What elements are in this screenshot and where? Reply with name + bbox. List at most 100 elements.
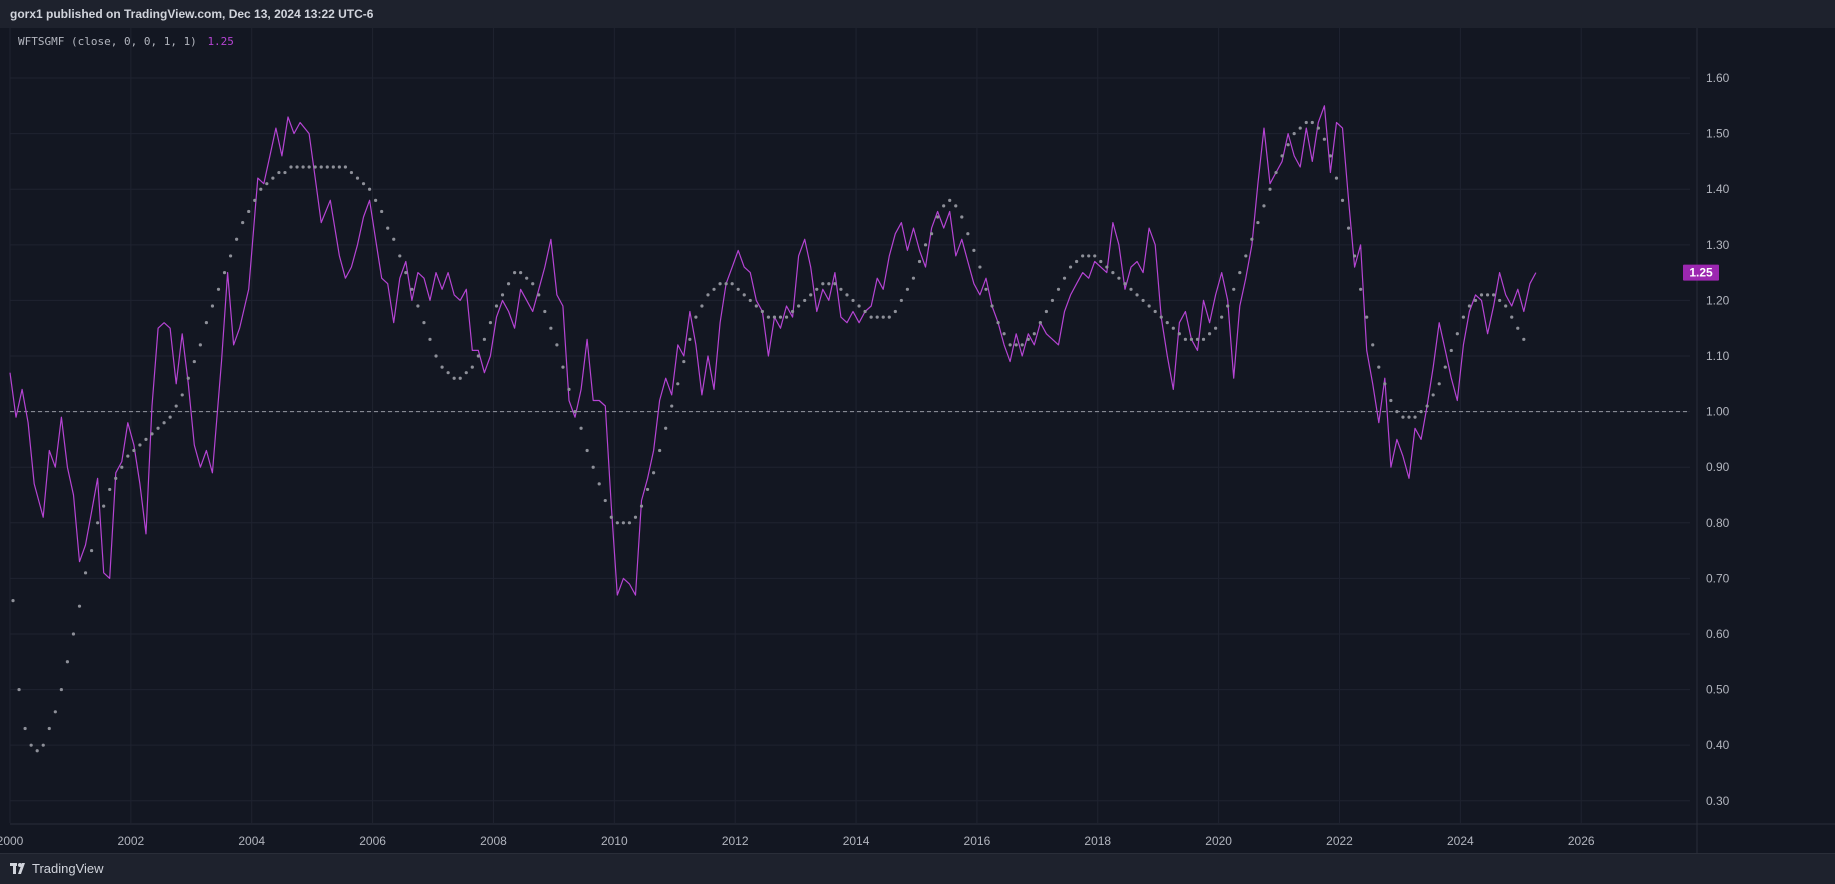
series-dot (736, 287, 740, 291)
series-dot (525, 276, 529, 280)
series-dot (893, 309, 897, 314)
series-dot (307, 165, 311, 169)
series-dot (863, 309, 867, 314)
y-tick-label: 1.00 (1706, 405, 1730, 419)
series-dot (1268, 187, 1272, 191)
series-dot (410, 287, 414, 291)
series-dot (386, 226, 390, 230)
tradingview-logo[interactable]: TradingView (10, 861, 104, 876)
legend-indicator-name: WFTSGMF (close, 0, 0, 1, 1) (18, 35, 197, 48)
series-dot (1473, 298, 1478, 303)
series-dot (1371, 343, 1375, 347)
series-dot (440, 365, 444, 369)
series-dot (422, 321, 426, 325)
series-dot (972, 248, 976, 252)
series-dot (277, 170, 281, 175)
series-dot (1062, 276, 1067, 280)
series-dot (917, 259, 922, 264)
series-dot (1038, 321, 1042, 325)
series-dot (241, 220, 245, 225)
series-dot (1226, 304, 1230, 308)
series-dot (519, 271, 523, 275)
tradingview-logo-icon (10, 863, 25, 874)
series-dot (83, 571, 88, 575)
series-dot (283, 170, 287, 175)
series-dot (718, 282, 722, 286)
series-dot (682, 359, 686, 364)
y-tick-label: 0.60 (1706, 627, 1730, 641)
series-dot (833, 282, 837, 286)
series-dot (500, 293, 505, 297)
series-dot (1153, 309, 1157, 314)
series-dot (591, 465, 595, 469)
series-dot (35, 749, 39, 753)
indicator-legend[interactable]: WFTSGMF (close, 0, 0, 1, 1) 1.25 (18, 35, 234, 48)
series-dot (29, 743, 33, 747)
series-dot (1026, 337, 1030, 341)
series-dot (1201, 337, 1206, 341)
series-dot (120, 465, 124, 469)
series-dot (1413, 415, 1417, 419)
series-dot (259, 187, 263, 191)
price-chart[interactable]: 0.30 0.40 0.50 0.60 0.70 0.80 0.90 1.00 1.10 1.20… (0, 28, 1835, 853)
series-dot (1485, 293, 1490, 297)
series-dot (355, 176, 360, 180)
series-dot (1449, 348, 1453, 353)
series-dot (1491, 293, 1496, 297)
brand-name: TradingView (32, 861, 104, 876)
series-dot (1014, 343, 1018, 347)
series-dot (132, 448, 136, 453)
published-text: gorx1 published on TradingView.com, Dec … (10, 7, 374, 21)
y-tick-label: 1.40 (1706, 182, 1730, 196)
series-dot (676, 382, 680, 386)
series-dot (416, 304, 420, 308)
series-dot (1147, 304, 1151, 308)
series-dot (778, 315, 783, 319)
series-dot (639, 504, 644, 508)
series-dot (204, 321, 209, 325)
series-dot (615, 521, 619, 525)
series-dot (670, 404, 674, 408)
series-dot (597, 482, 601, 486)
series-dot (1256, 220, 1260, 225)
series-dot (1099, 259, 1103, 264)
series-dot (531, 282, 535, 286)
series-dot (712, 287, 716, 291)
y-tick-label: 0.50 (1706, 683, 1730, 697)
series-dot (784, 315, 789, 319)
last-value-label: 1.25 (1689, 266, 1713, 280)
series-dot (700, 304, 704, 308)
series-dot (458, 376, 462, 380)
series-dot (905, 287, 910, 291)
series-dot (1117, 276, 1121, 280)
series-dot (585, 448, 589, 453)
series-dot (549, 326, 553, 330)
series-dot (748, 298, 752, 303)
series-dot (664, 426, 668, 430)
series-dot (59, 687, 63, 692)
series-dot (978, 265, 982, 269)
series-dot (1455, 332, 1459, 336)
series-dot (1504, 304, 1508, 308)
series-dot (210, 304, 215, 308)
series-dot (1075, 259, 1079, 264)
series-dot (851, 298, 855, 303)
series-dot (253, 198, 257, 202)
series-dot (579, 426, 583, 430)
x-tick-label: 2002 (118, 834, 145, 848)
series-dot (1111, 271, 1115, 275)
series-dot (742, 293, 746, 297)
x-tick-label: 2026 (1568, 834, 1595, 848)
series-dot (543, 309, 547, 314)
series-dot (857, 304, 861, 308)
series-dot (47, 726, 51, 731)
x-tick-label: 2010 (601, 834, 628, 848)
series-dot (89, 548, 94, 553)
series-dot (1262, 204, 1266, 208)
y-tick-label: 1.50 (1706, 127, 1730, 141)
series-dot (875, 315, 879, 319)
series-dot (1298, 126, 1302, 130)
series-dot (1328, 154, 1333, 158)
series-dot (77, 604, 82, 608)
series-dot (1359, 287, 1363, 291)
